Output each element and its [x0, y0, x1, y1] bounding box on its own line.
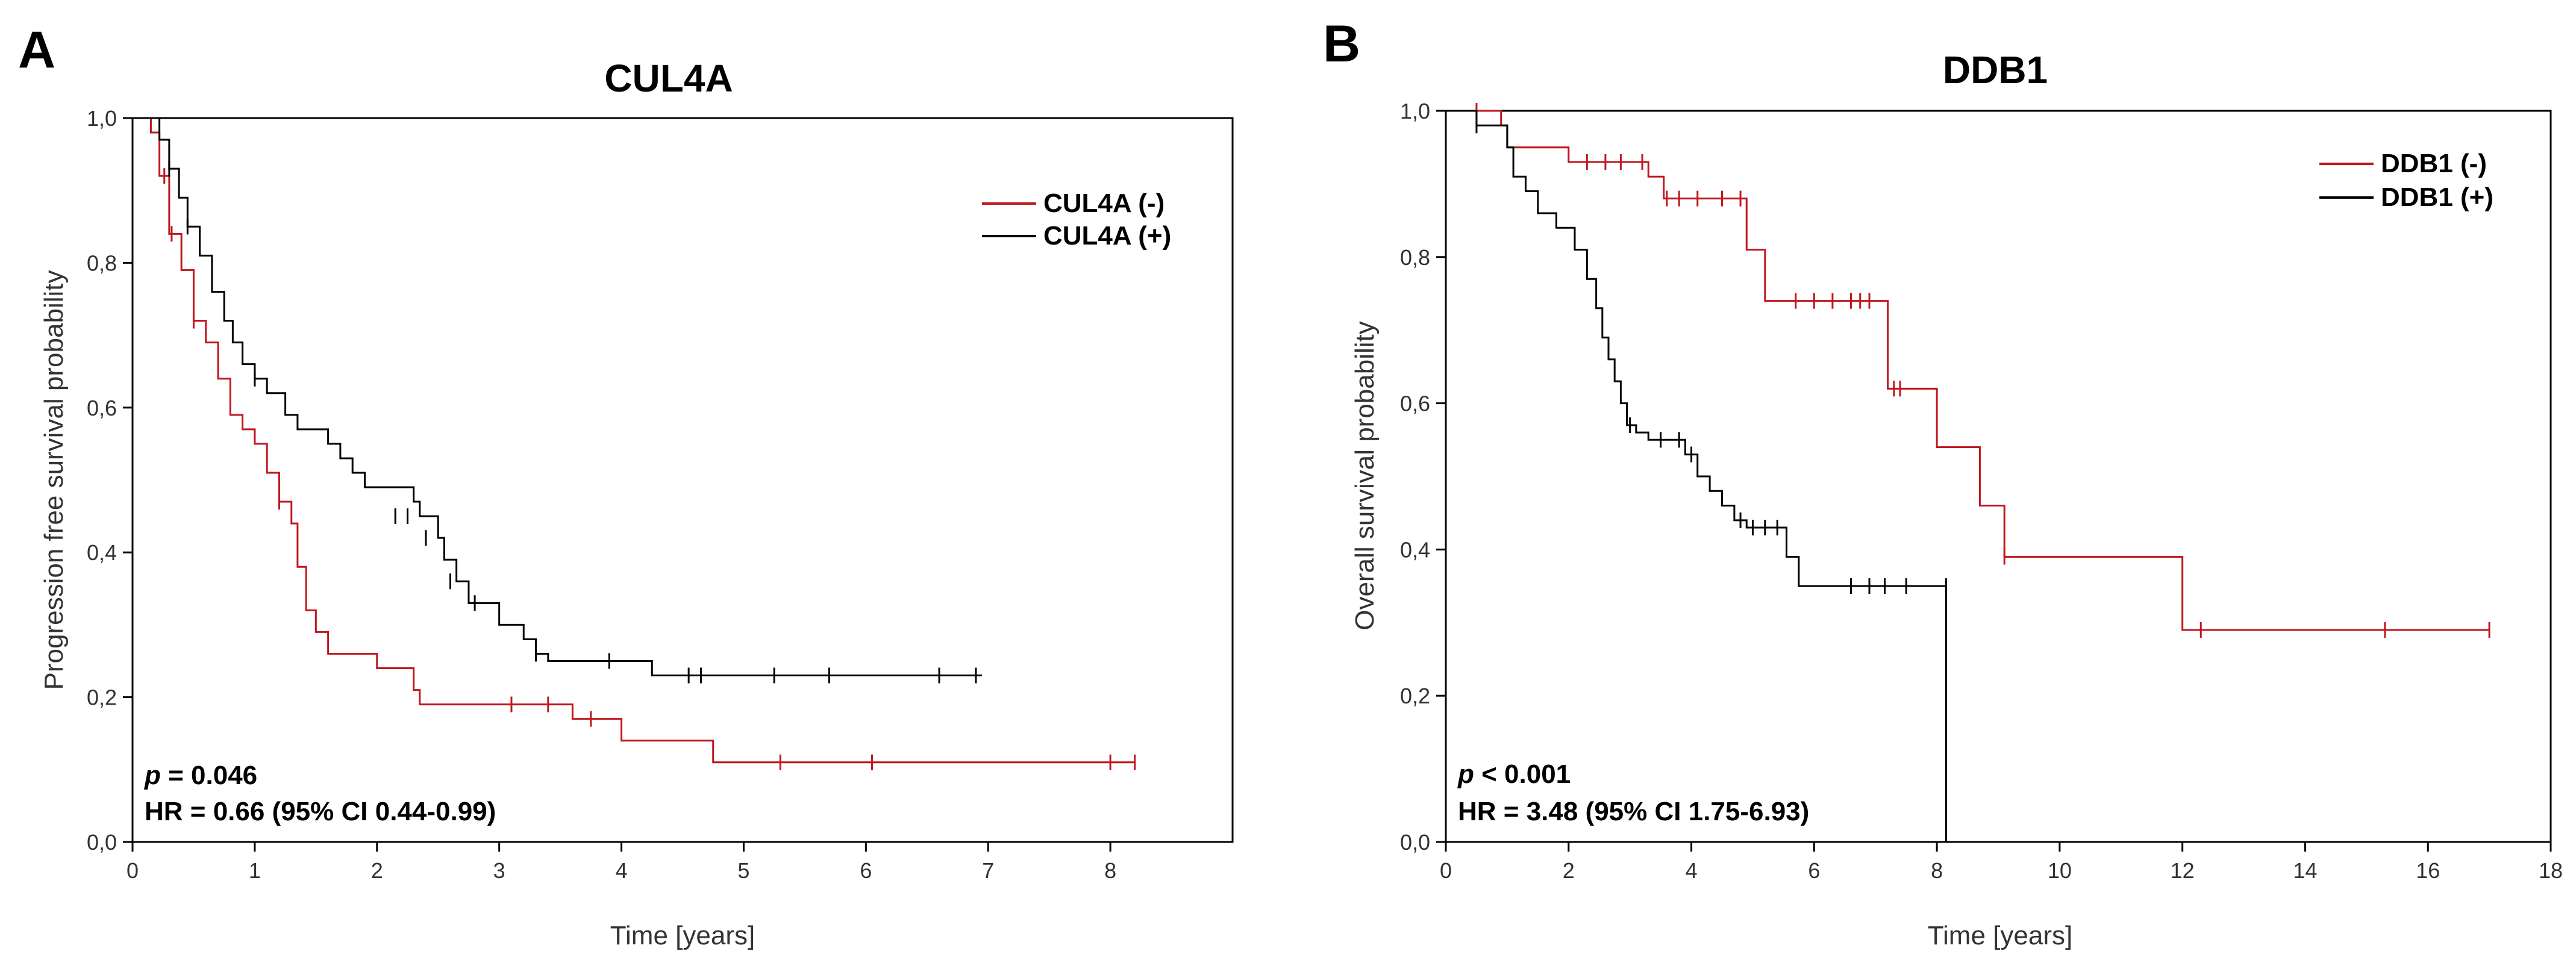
y-tick-label-b-4: 0,8: [1400, 245, 1430, 270]
x-tick-label-b-8: 16: [2416, 858, 2440, 883]
x-tick-label-a-4: 4: [616, 858, 628, 883]
legend-a: CUL4A (-) CUL4A (+): [982, 189, 1171, 251]
plot-frame-b: [1445, 110, 2552, 843]
hazard-ratio-b: HR = 3.48 (95% CI 1.75-6.93): [1458, 797, 1809, 826]
x-tick-label-a-7: 7: [982, 858, 994, 883]
p-value-a: p = 0.046: [144, 761, 257, 790]
x-tick-label-a-5: 5: [737, 858, 749, 883]
y-tick-label-b-1: 0,2: [1400, 684, 1430, 708]
survival-curve-ddb1-pos: [1446, 110, 1947, 842]
x-tick-label-b-2: 4: [1686, 858, 1698, 883]
y-tick-label-a-1: 0,2: [87, 685, 117, 710]
y-tick-label-b-2: 0,4: [1400, 537, 1430, 562]
x-tick-label-a-8: 8: [1104, 858, 1116, 883]
x-tick-label-a-3: 3: [493, 858, 505, 883]
x-tick-label-b-4: 8: [1931, 858, 1943, 883]
x-tick-label-a-6: 6: [860, 858, 872, 883]
x-tick-label-b-5: 10: [2048, 858, 2072, 883]
y-tick-label-a-4: 0,8: [87, 251, 117, 275]
x-tick-label-b-7: 14: [2293, 858, 2317, 883]
y-axis-label-a: Progression free survival probability: [39, 270, 69, 690]
y-tick-label-b-3: 0,6: [1400, 391, 1430, 416]
x-tick-label-a-2: 2: [371, 858, 383, 883]
y-tick-label-a-5: 1,0: [87, 106, 117, 131]
legend-label-cul4a-neg: CUL4A (-): [1043, 189, 1165, 218]
y-tick-label-b-0: 0,0: [1400, 830, 1430, 855]
survival-curve-ddb1-neg: [1446, 110, 2490, 631]
p-symbol-a: p: [144, 761, 161, 790]
x-tick-label-b-6: 12: [2171, 858, 2195, 883]
p-text-b: < 0.001: [1474, 759, 1571, 789]
legend-label-cul4a-pos: CUL4A (+): [1043, 221, 1171, 251]
x-tick-label-b-0: 0: [1440, 858, 1452, 883]
panel-a-cul4a: A CUL4A 0 1 2 3 4 5 6 7 8 0,0 0,2 0,4 0,6 0,8 1,0 Time…: [18, 21, 1234, 950]
x-tick-label-a-1: 1: [249, 858, 261, 883]
survival-curve-cul4a-neg: [133, 117, 1135, 764]
x-axis-label-b: Time [years]: [1928, 921, 2072, 950]
p-symbol-b: p: [1457, 759, 1474, 789]
ticks-b: 0 2 4 6 8 10 12 14 16 18 0,0 0,2 0,4 0,6 0,8 1,0: [1400, 99, 2563, 883]
x-tick-label-b-9: 18: [2539, 858, 2563, 883]
y-axis-label-b: Overall survival probability: [1350, 321, 1380, 631]
p-value-b: p < 0.001: [1457, 759, 1571, 789]
x-tick-label-a-0: 0: [127, 858, 139, 883]
plot-frame-a: [131, 117, 1234, 843]
p-text-a: = 0.046: [161, 761, 257, 790]
x-axis-label-a: Time [years]: [610, 921, 755, 950]
panel-label-a: A: [18, 21, 55, 79]
hazard-ratio-a: HR = 0.66 (95% CI 0.44-0.99): [145, 797, 496, 826]
ticks-a: 0 1 2 3 4 5 6 7 8 0,0 0,2 0,4 0,6 0,8 1,0: [87, 106, 1116, 883]
chart-title-b: DDB1: [1943, 48, 2048, 92]
legend-label-ddb1-pos: DDB1 (+): [2381, 182, 2493, 212]
x-tick-label-b-1: 2: [1563, 858, 1575, 883]
y-tick-label-a-3: 0,6: [87, 396, 117, 420]
y-tick-label-a-0: 0,0: [87, 830, 117, 855]
panel-b-ddb1: B DDB1 0 2 4 6 8 10 12 14 16 18 0,0 0,2 0,4 0,6 0,8 1,0…: [1323, 15, 2563, 950]
legend-b: DDB1 (-) DDB1 (+): [2319, 149, 2493, 212]
series-b: [1446, 103, 2490, 842]
panel-label-b: B: [1323, 15, 1360, 73]
survival-curve-cul4a-pos: [133, 117, 983, 677]
chart-title-a: CUL4A: [604, 57, 733, 100]
x-tick-label-b-3: 6: [1808, 858, 1820, 883]
legend-label-ddb1-neg: DDB1 (-): [2381, 149, 2487, 178]
y-tick-label-b-5: 1,0: [1400, 99, 1430, 123]
y-tick-label-a-2: 0,4: [87, 540, 117, 565]
series-a: [133, 117, 1136, 770]
